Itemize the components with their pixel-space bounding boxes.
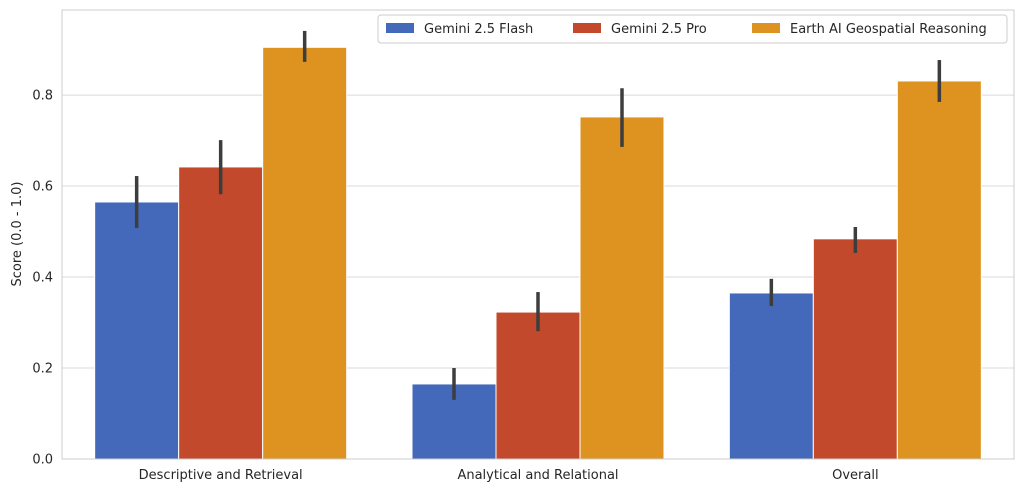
- y-axis-label: Score (0.0 - 1.0): [10, 182, 25, 287]
- y-tick-label: 0.6: [32, 180, 53, 195]
- bar: [94, 201, 180, 460]
- x-tick-label: Analytical and Relational: [457, 468, 618, 483]
- bars: [94, 46, 982, 460]
- y-tick-label: 0.0: [32, 453, 53, 468]
- bar: [178, 166, 264, 460]
- legend-label: Gemini 2.5 Flash: [424, 22, 533, 37]
- x-ticks: Descriptive and Retrieval Analytical and …: [139, 468, 879, 483]
- legend-swatch: [573, 23, 601, 33]
- bar: [495, 311, 581, 460]
- error-bars: [134, 30, 942, 400]
- bar: [728, 292, 814, 460]
- legend-swatch: [386, 23, 414, 33]
- legend-label: Gemini 2.5 Pro: [611, 22, 707, 37]
- legend-swatch: [752, 23, 780, 33]
- legend-box: [377, 14, 1008, 44]
- bar: [579, 116, 665, 460]
- bar: [812, 238, 898, 460]
- legend: Gemini 2.5 Flash Gemini 2.5 Pro Earth AI G…: [377, 14, 1008, 44]
- x-tick-label: Descriptive and Retrieval: [139, 468, 303, 483]
- bar: [262, 46, 348, 460]
- y-tick-label: 0.2: [32, 362, 53, 377]
- y-tick-label: 0.8: [32, 89, 53, 104]
- bar: [896, 80, 982, 460]
- plot-frame: [61, 9, 1015, 460]
- legend-label: Earth AI Geospatial Reasoning: [790, 22, 987, 37]
- y-ticks: 0.0 0.2 0.4 0.6 0.8: [32, 89, 53, 468]
- x-tick-label: Overall: [832, 468, 878, 483]
- y-tick-label: 0.4: [32, 271, 53, 286]
